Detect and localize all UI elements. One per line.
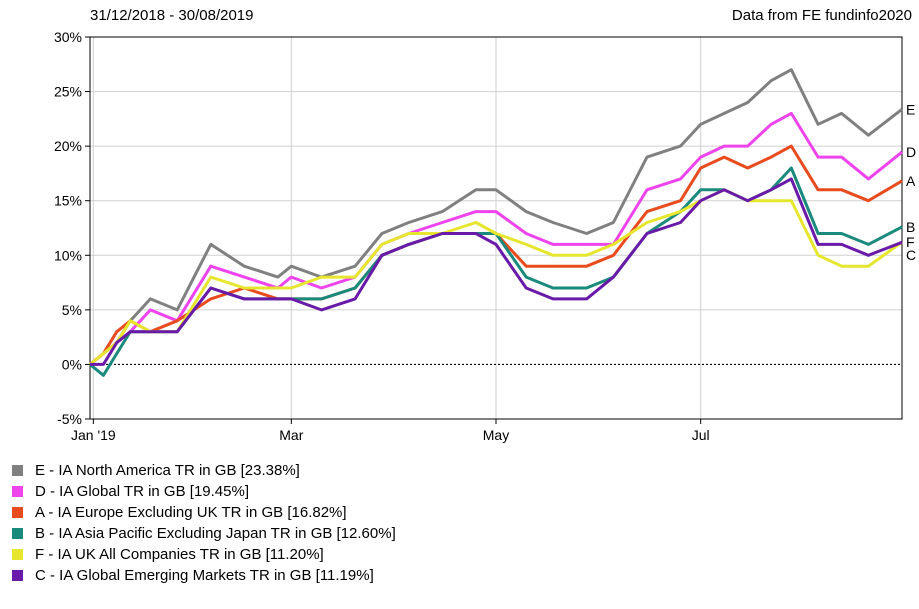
legend-item: F - IA UK All Companies TR in GB [11.20%… bbox=[12, 544, 396, 565]
y-tick-label: 5% bbox=[62, 302, 82, 318]
date-range-title: 31/12/2018 - 30/08/2019 bbox=[90, 7, 253, 24]
legend: E - IA North America TR in GB [23.38%] D … bbox=[12, 460, 396, 586]
x-tick-label: Mar bbox=[279, 427, 303, 443]
y-tick-label: 0% bbox=[62, 356, 82, 372]
legend-item: A - IA Europe Excluding UK TR in GB [16.… bbox=[12, 502, 396, 523]
legend-label: E - IA North America TR in GB [23.38%] bbox=[35, 462, 300, 479]
legend-swatch bbox=[12, 549, 23, 560]
series-line-C bbox=[90, 177, 903, 366]
x-tick-label: Jul bbox=[692, 427, 710, 443]
y-tick-label: -5% bbox=[57, 411, 82, 427]
series-line-D bbox=[89, 111, 903, 366]
series-line-E bbox=[89, 68, 903, 366]
end-label-F: F bbox=[906, 234, 915, 250]
end-label-B: B bbox=[906, 219, 915, 235]
legend-swatch bbox=[12, 486, 23, 497]
legend-swatch bbox=[12, 507, 23, 518]
legend-item: D - IA Global TR in GB [19.45%] bbox=[12, 481, 396, 502]
grid bbox=[90, 37, 902, 419]
y-tick-label: 15% bbox=[54, 193, 82, 209]
legend-label: A - IA Europe Excluding UK TR in GB [16.… bbox=[35, 504, 347, 521]
legend-label: B - IA Asia Pacific Excluding Japan TR i… bbox=[35, 525, 396, 542]
legend-label: F - IA UK All Companies TR in GB [11.20%… bbox=[35, 546, 324, 563]
legend-swatch bbox=[12, 528, 23, 539]
legend-item: E - IA North America TR in GB [23.38%] bbox=[12, 460, 396, 481]
end-labels: E DA BFC bbox=[906, 101, 916, 263]
legend-swatch bbox=[12, 465, 23, 476]
legend-label: C - IA Global Emerging Markets TR in GB … bbox=[35, 567, 374, 584]
legend-label: D - IA Global TR in GB [19.45%] bbox=[35, 483, 249, 500]
y-tick-label: 25% bbox=[54, 84, 82, 100]
legend-swatch bbox=[12, 570, 23, 581]
end-label-D: D bbox=[906, 144, 916, 160]
x-tick-label: May bbox=[483, 427, 509, 443]
y-tick-label: 20% bbox=[54, 138, 82, 154]
series-lines bbox=[89, 68, 903, 377]
end-label-C: C bbox=[906, 247, 916, 263]
legend-item: B - IA Asia Pacific Excluding Japan TR i… bbox=[12, 523, 396, 544]
data-source-label: Data from FE fundinfo2020 bbox=[732, 7, 912, 24]
end-label-A: A bbox=[906, 173, 916, 189]
y-tick-label: 30% bbox=[54, 29, 82, 45]
legend-item: C - IA Global Emerging Markets TR in GB … bbox=[12, 565, 396, 586]
end-label-E: E bbox=[906, 101, 915, 117]
x-tick-label: Jan '19 bbox=[71, 427, 116, 443]
y-tick-label: 10% bbox=[54, 247, 82, 263]
